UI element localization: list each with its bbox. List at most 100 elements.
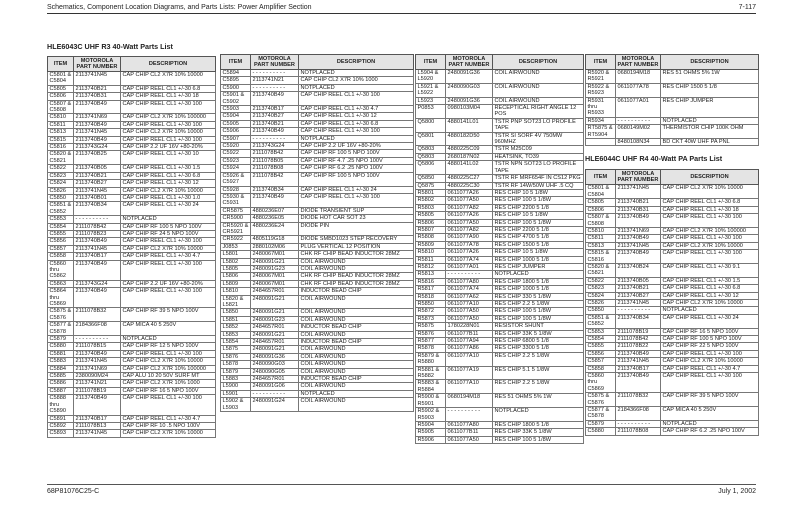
part-number-cell: 2484657R01 xyxy=(250,338,299,347)
description-cell: RES 51 OHMS 5% 1W xyxy=(660,69,759,84)
item-cell: C5822 xyxy=(47,164,74,173)
section-title-r4: HLE6044C UHF R4 40-Watt PA Parts List xyxy=(585,154,723,164)
table-row: L5875 2480091G21 COIL AIRWOUND xyxy=(220,345,414,354)
item-cell: L5806 xyxy=(220,272,251,281)
item-cell: C5850 xyxy=(585,306,616,315)
part-number-cell: 2113740B21 xyxy=(73,171,121,181)
part-number-cell: 4880236E07 xyxy=(250,206,299,216)
table-row: C5923 2111078B05 CAP CHIP RF 4.7 .25 NPO 1… xyxy=(220,156,414,166)
page-footer: 68P81076C25-C July 1, 2002 xyxy=(47,484,756,495)
description-cell: RES CHIP 1500 5 1/8 xyxy=(492,240,584,250)
description-cell: NOTPLACED xyxy=(298,68,414,78)
table-row: R5817 0611077A74 RES CHIP 1000 5 1/8 xyxy=(415,285,584,294)
header-title: Schematics, Component Location Diagrams,… xyxy=(47,4,312,11)
item-cell: R5806 xyxy=(415,218,446,227)
parts-table-r3-part1: ITEM MOTOROLA PART NUMBER DESCRIPTION C5801… xyxy=(47,56,216,438)
item-cell: C5895 xyxy=(220,76,251,85)
item-cell: C5857 xyxy=(47,244,74,254)
part-number-cell: 2113741N45 xyxy=(615,357,661,366)
item-cell: C5860 thru C5869 xyxy=(585,372,616,394)
description-cell: CAP CHIP REEL CL1 +/-30 4.7 xyxy=(298,105,414,114)
description-cell: RESISTOR SHUNT xyxy=(492,322,584,331)
item-cell: C5928 xyxy=(220,185,251,194)
description-cell: CAP CHIP REEL CL1 +/-30 9.1 xyxy=(660,262,759,278)
description-cell: CAP CHIP CL2 X7R 10% 1000 xyxy=(298,76,414,85)
description-cell: RES CHIP 100 5 1/8W xyxy=(492,314,584,324)
description-cell: CAP CHIP CL2 X7R 10% 10000 xyxy=(120,357,216,366)
part-number-cell: 4880225C30 xyxy=(445,181,493,190)
description-cell: TSTR NPN SOT23 LO PROFILE TAPE xyxy=(492,160,584,176)
description-cell: CAP CHIP RF 100 5 NPO 100V xyxy=(120,222,216,231)
part-number-cell: 2480091G21 xyxy=(250,257,299,266)
part-number-cell: 2113740B49 xyxy=(615,234,661,243)
table-row: C5815 2113740B49 CAP CHIP REEL CL1 +/-30 1… xyxy=(47,135,216,145)
description-cell: RES CHIP 33K 5 1/8W xyxy=(492,329,584,339)
part-number-cell: 2111078B08 xyxy=(615,427,661,436)
table-row: R5900 & R5901 0680194M18 RES 51 OHMS 5% 1W xyxy=(415,393,584,409)
part-number-cell: 2113740B49 xyxy=(250,192,299,208)
table-row: CR5920 & CR5921 4880236E24 DIODE PIN xyxy=(220,221,414,237)
item-cell: C5826 xyxy=(47,186,74,195)
part-number-cell: - - - - - - - - - - xyxy=(445,270,493,279)
item-cell: P0853 xyxy=(415,104,446,119)
table-row: C5926 & C5927 2111078B42 CAP CHIP RF 100 5… xyxy=(220,171,414,187)
part-number-cell: 2113740B01 xyxy=(73,193,121,203)
table-row: C5879- - - - - - - - - - NOTPLACED xyxy=(585,419,759,429)
item-cell xyxy=(585,138,616,147)
description-cell: CAP CHIP RF 100 5 NPO 100V xyxy=(298,171,414,187)
part-number-cell: 2113741N69 xyxy=(73,113,121,122)
item-cell: C5813 xyxy=(47,128,74,137)
table-row: C5920 2113743G24 CAP CHIP 2.2 UF 16V +80-2… xyxy=(220,142,414,151)
item-cell: C5820 & C5821 xyxy=(585,262,616,278)
item-cell: R5876 xyxy=(415,329,446,339)
page-header: Schematics, Component Location Diagrams,… xyxy=(47,4,756,14)
description-cell: CAP CHIP RF 4.7 .25 NPO 100V xyxy=(298,156,414,166)
item-cell: C5801 & C5804 xyxy=(47,71,74,86)
item-cell: R5881 & R5882 xyxy=(415,365,446,381)
description-cell: RES CHIP 6800 5 1/8 xyxy=(492,337,584,346)
table-row: R5902 & R5903- - - - - - - - - - NOTPLACE… xyxy=(415,407,584,422)
item-cell: C5864 thru C5869 xyxy=(47,287,74,309)
table-row: R5802 0611077A50 RES CHIP 100 5 1/8W xyxy=(415,196,584,205)
part-number-cell: 2111078B13 xyxy=(73,421,121,431)
description-cell: NOTPLACED xyxy=(120,215,216,224)
parts-table-r3-part3: ITEM MOTOROLA PART NUMBER DESCRIPTION L5904… xyxy=(415,54,584,445)
table-row: C5810 2113741N69 CAP CHIP CL2 X7R 10% 1000… xyxy=(585,226,759,236)
table-row: C5875 & C5876 2111078B32 CAP CHIP RF 39 5 … xyxy=(585,392,759,408)
table-row: R5878 0611077A86 RES CHIP 3300 5 1/8 xyxy=(415,344,584,353)
table-row: R5807 0611077A82 RES CHIP 2200 5 1/8 xyxy=(415,225,584,235)
item-cell: L5904 & L5920 xyxy=(415,69,446,84)
table-row: Q5800 4880141L01 TSTR PNP SOT23 LO PROFILE… xyxy=(415,117,584,133)
part-number-cell: 2113741N45 xyxy=(615,298,661,308)
part-number-cell: 0611077A01 xyxy=(445,262,493,272)
item-cell: Q5803 xyxy=(415,152,446,162)
part-number-cell: 2113741N45 xyxy=(73,71,121,86)
description-cell: TSTR SI SORF 4V 750MW 960MHZ xyxy=(492,131,584,147)
description-cell: CAP CHIP CL2 X7R 10% 10000 xyxy=(120,71,216,86)
table-header-row: ITEM MOTOROLA PART NUMBER DESCRIPTION xyxy=(47,56,216,72)
part-number-cell: 2113740B24 xyxy=(615,262,661,278)
description-cell: COIL AIRWOUND xyxy=(492,82,584,98)
table-row: Q5803 2680187N02 HEATSINK, TO39 xyxy=(415,152,584,162)
description-cell: COIL AIRWOUND xyxy=(298,294,414,310)
item-cell: C5807 & C5808 xyxy=(47,99,74,115)
table-header-row: ITEM MOTOROLA PART NUMBER DESCRIPTION xyxy=(220,54,414,70)
part-number-cell: 0611077A62 xyxy=(445,292,493,302)
description-cell: RES CHIP 2.2 5 1/8W xyxy=(492,379,584,395)
table-row: R5875 1780228N01 RESISTOR SHUNT xyxy=(415,322,584,331)
description-cell: CAP CHIP CL2 X7R 10% 10000 xyxy=(120,244,216,254)
column-header-item: ITEM xyxy=(47,56,74,72)
item-cell: L5810 xyxy=(220,287,251,296)
item-cell: C5879 xyxy=(585,419,616,429)
item-cell: C5922 xyxy=(220,149,251,158)
description-cell: PLUG VERTICAL 12 POSITION xyxy=(298,242,414,252)
description-cell: CAP CHIP CL2 X7R 10% 100000 xyxy=(120,113,216,122)
table-row: L5923 2480091G36 COIL AIRWOUND xyxy=(415,96,584,106)
item-cell: C5810 xyxy=(47,113,74,122)
item-cell: C5857 xyxy=(585,357,616,366)
description-cell: NOTPLACED xyxy=(492,270,584,279)
description-cell: NOTPLACED xyxy=(492,407,584,422)
table-row: L5883 2484657R01 INDUCTOR BEAD CHIP xyxy=(220,375,414,384)
table-row: C5900- - - - - - - - - - NOTPLACED xyxy=(220,83,414,93)
description-cell: RES CHIP 3300 5 1/8 xyxy=(492,344,584,353)
